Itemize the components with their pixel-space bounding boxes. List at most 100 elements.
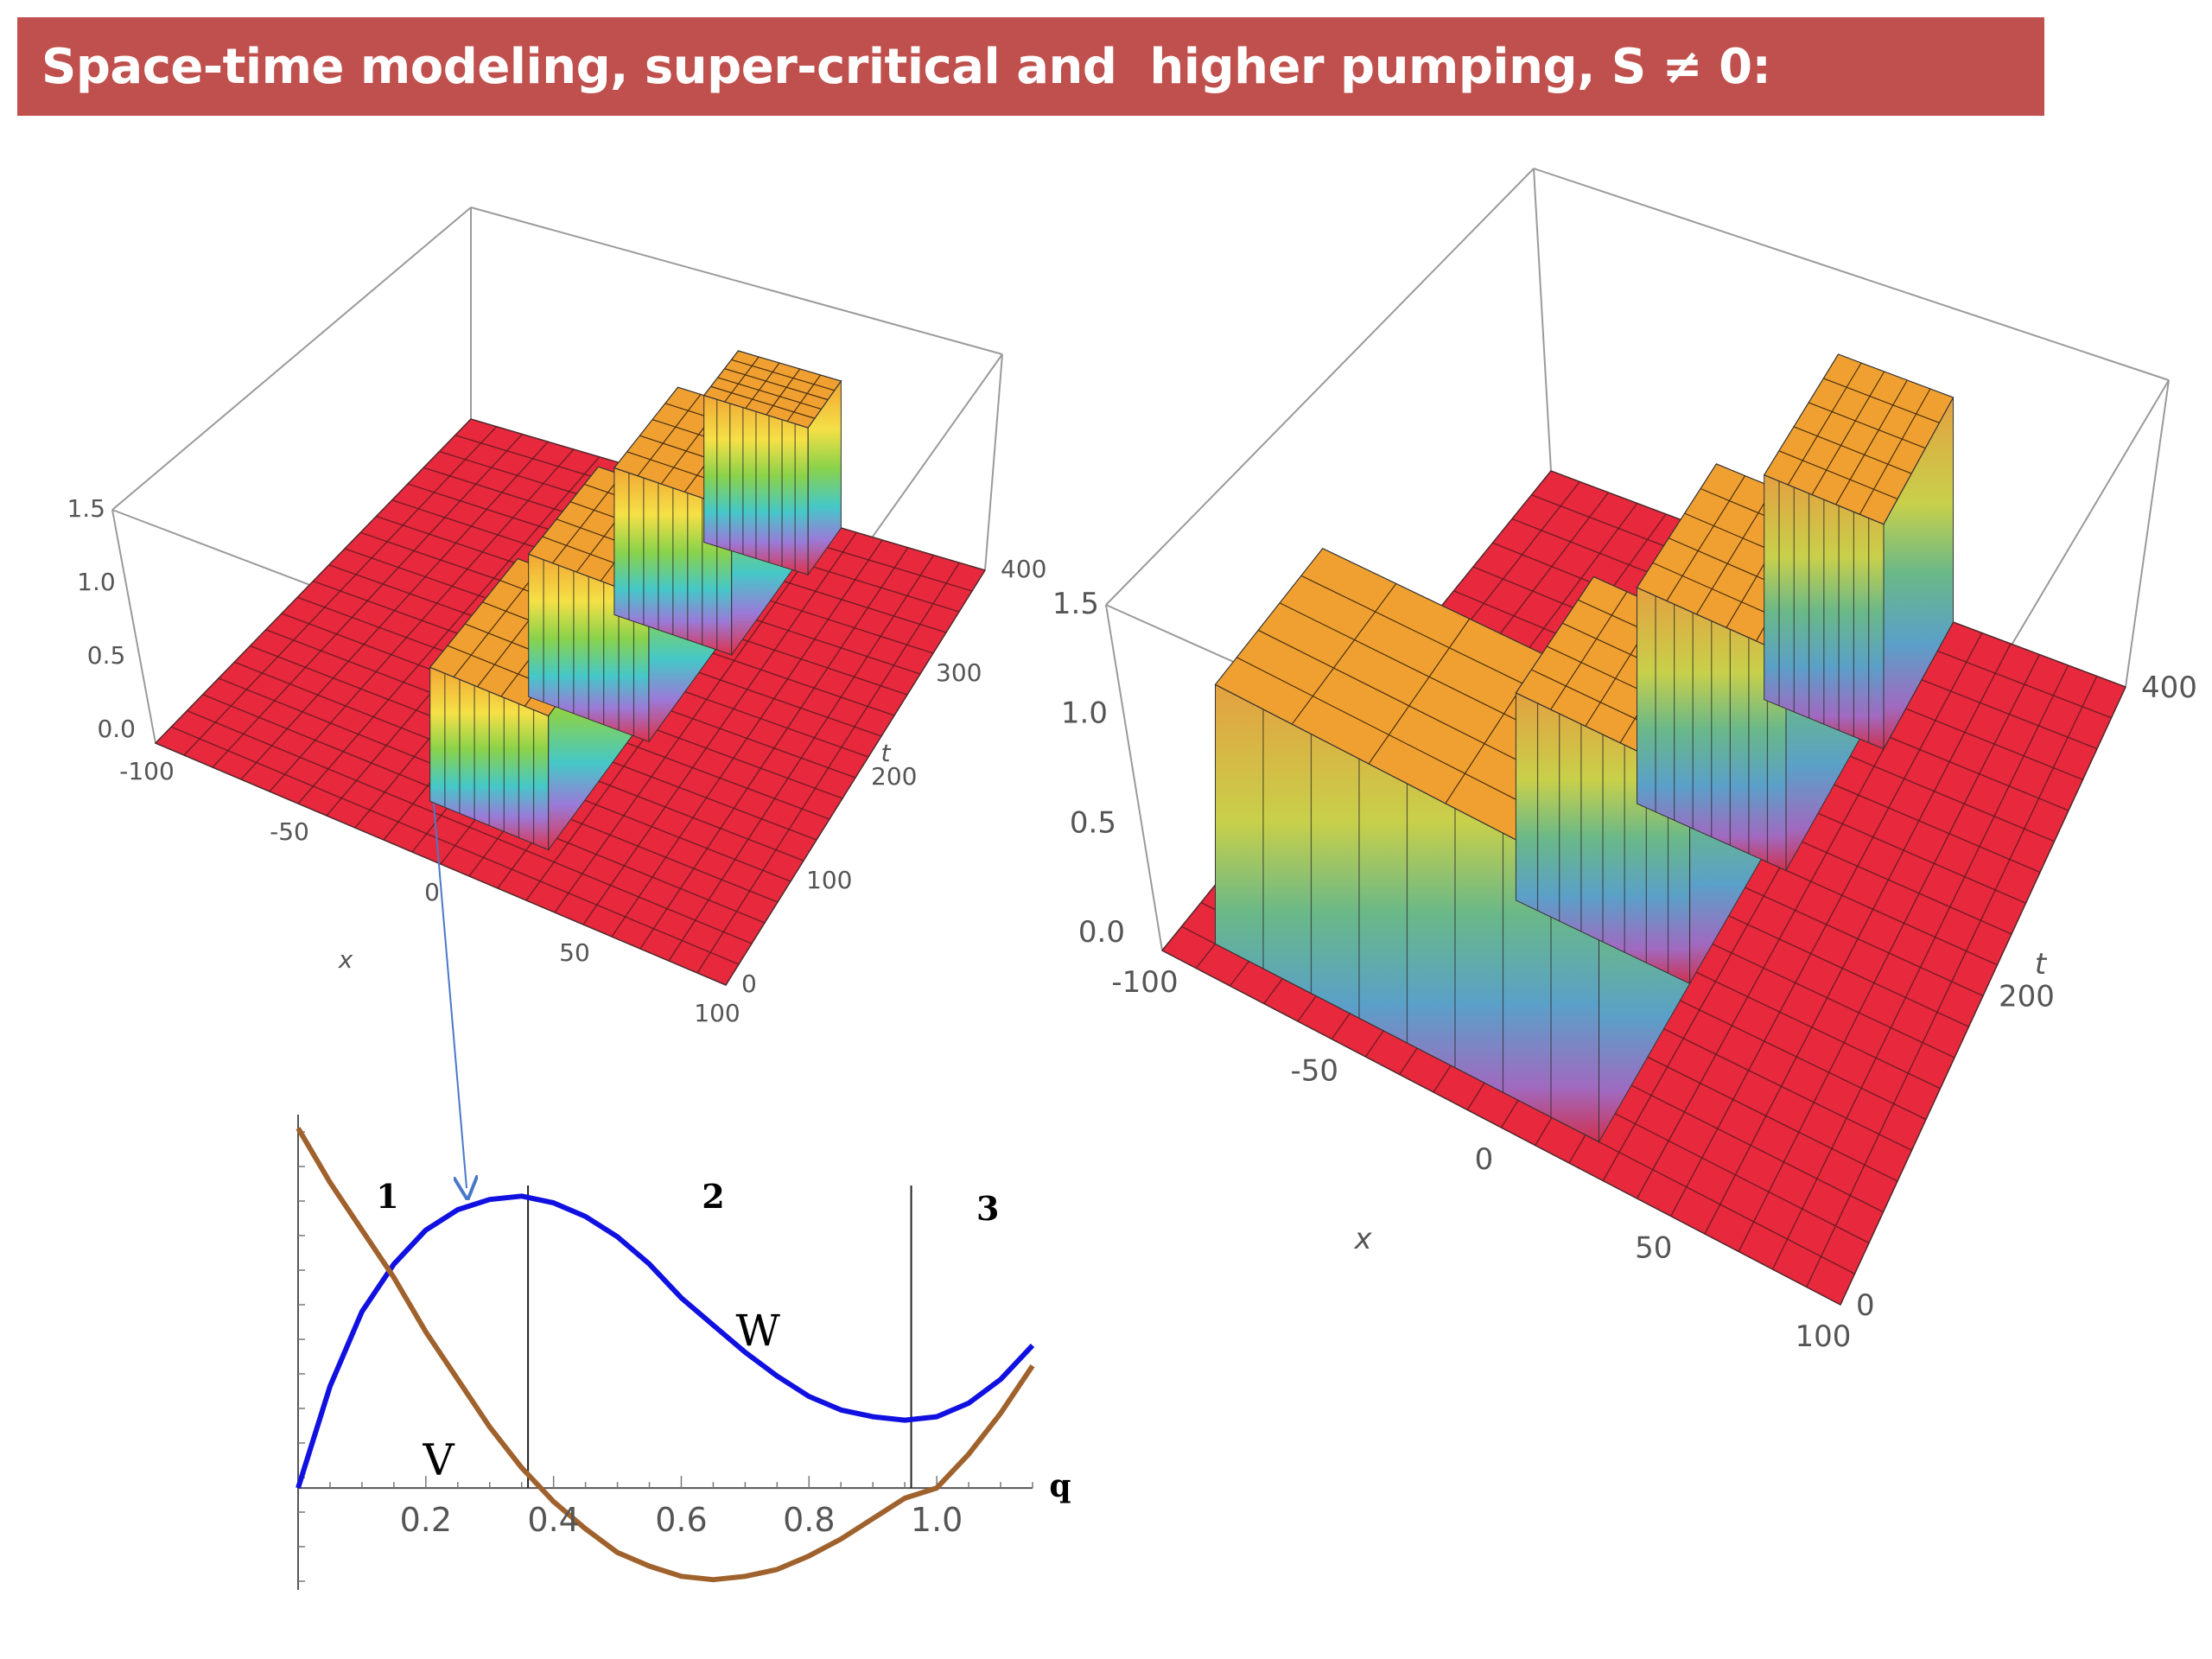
inset-x-axis-label: q: [1049, 1468, 1071, 1504]
t-tick-label: 300: [936, 658, 982, 687]
slide-title-bar: Space-time modeling, super-critical and …: [17, 17, 2044, 116]
x-tick-label: 0: [1475, 1142, 1494, 1177]
z-tick-label: 1.0: [1061, 696, 1108, 731]
box-edge: [2125, 379, 2170, 688]
plateau-grid-line: [766, 368, 801, 416]
x-axis-label: x: [1353, 1222, 1372, 1256]
x-axis-label: x: [338, 945, 353, 974]
box-edge: [1533, 168, 1552, 472]
floor-grid-line: [668, 555, 935, 962]
t-tick-label: 100: [806, 866, 852, 894]
curve-V: [296, 1127, 1035, 1583]
plateau-grid-line: [786, 374, 822, 422]
plateau-grid-line: [717, 377, 822, 410]
plateau-top: [702, 350, 842, 429]
plateau-grid-line: [724, 368, 829, 401]
right-plateau-walls: [1214, 353, 1955, 1144]
floor-grid-line: [639, 547, 909, 950]
t-tick-label: 200: [1999, 980, 2055, 1014]
t-axis-label: t: [881, 739, 892, 767]
z-tick-label: 0.0: [1078, 915, 1125, 950]
box-edge: [111, 509, 156, 744]
floor-grid-line: [611, 539, 883, 938]
z-tick-label: 1.5: [1052, 587, 1099, 621]
x-tick-label: 100: [694, 999, 740, 1027]
inset-axes: [297, 1115, 1033, 1590]
pointer-arrow: [433, 803, 467, 1188]
plateau-grid-line: [1695, 486, 1775, 615]
plateau-grid-line: [1859, 388, 1931, 515]
inset-x-tick-label: 0.4: [527, 1501, 579, 1539]
t-tick-label: 0: [741, 969, 757, 998]
z-tick-label: 1.5: [67, 494, 105, 523]
left-plateau-walls: [429, 350, 842, 852]
curve-W: [296, 1193, 1035, 1489]
floor-grid-line: [1806, 676, 2098, 1287]
x-tick-label: -50: [1290, 1054, 1338, 1089]
floor-grid-line: [1771, 664, 2069, 1270]
plateau-grid-line: [552, 474, 623, 564]
t-tick-label: 400: [2141, 671, 2197, 705]
slide-title: Space-time modeling, super-critical and …: [41, 38, 1771, 95]
curve-label-V: V: [423, 1434, 455, 1484]
plateau-grid-line: [745, 362, 780, 409]
plateau-top: [1763, 353, 1955, 525]
plateau-grid-line: [1808, 402, 1926, 449]
t-tick-label: 400: [1001, 555, 1046, 583]
box-edge: [984, 353, 1003, 571]
box-edge: [470, 207, 1003, 355]
floor-grid-line: [582, 531, 857, 925]
t-tick-label: 0: [1856, 1288, 1875, 1323]
x-tick-label: -100: [119, 757, 175, 785]
floor-grid-line: [1840, 686, 2126, 1306]
right-surface-plot: -100 -50 0 50 100 x 0 200 400 t 0.0 0.5 1.0 1.5: [1052, 168, 2197, 1354]
x-tick-label: 100: [1796, 1319, 1852, 1354]
right-axis-ticks: -100 -50 0 50 100 x 0 200 400 t 0.0 0.5 1.0 1.5: [1052, 587, 2197, 1354]
plateau-grid-line: [637, 394, 702, 477]
floor-grid-line: [554, 524, 832, 913]
floor-grid-line: [1670, 632, 1983, 1217]
inset-labels: 0.2 0.4 0.6 0.8 1.0 q 1 2 3 W V: [376, 1177, 1071, 1539]
x-tick-label: -50: [270, 817, 309, 846]
inset-x-tick-label: 1.0: [911, 1501, 963, 1539]
region-label: 1: [376, 1177, 398, 1216]
z-tick-label: 1.0: [77, 568, 116, 596]
box-edge: [1105, 168, 1535, 606]
floor-grid-line: [725, 569, 986, 986]
floor-grid-line: [1738, 654, 2040, 1252]
t-tick-label: 200: [871, 762, 917, 791]
plateau-grid-line: [1368, 618, 1471, 765]
x-tick-label: 50: [559, 938, 590, 967]
t-axis-label: t: [2035, 947, 2048, 982]
inset-x-tick-label: 0.6: [655, 1501, 707, 1539]
x-tick-label: 0: [424, 878, 440, 906]
inset-plot: 0.2 0.4 0.6 0.8 1.0 q 1 2 3 W V: [296, 1115, 1071, 1590]
floor-grid-line: [696, 562, 960, 974]
plateau-grid-line: [1550, 591, 1628, 710]
plateau-grid-line: [1835, 379, 1908, 505]
plateau-grid-line: [1787, 362, 1862, 486]
plateau-grid-line: [453, 567, 542, 677]
floor-grid-line: [1704, 643, 2012, 1235]
box-edge: [1533, 168, 2170, 381]
plateau-grid-line: [1823, 378, 1940, 423]
plateau-grid-line: [1793, 426, 1912, 474]
plateau-grid-line: [1666, 475, 1746, 601]
region-label: 3: [976, 1189, 999, 1228]
inset-x-tick-label: 0.2: [400, 1501, 452, 1539]
plateau-grid-line: [710, 385, 816, 419]
box-edge: [1105, 604, 1163, 951]
x-tick-label: 50: [1635, 1231, 1672, 1266]
plateau-grid-line: [1778, 450, 1898, 499]
region-label: 2: [702, 1177, 724, 1216]
z-tick-label: 0.5: [1070, 805, 1116, 840]
plateau-grid-line: [1811, 371, 1885, 495]
plateau-grid-line: [731, 359, 835, 391]
x-tick-label: -100: [1111, 965, 1178, 1000]
plateau-grid-line: [724, 356, 760, 403]
z-tick-label: 0.5: [87, 641, 126, 670]
plateau-grid-line: [1291, 583, 1397, 725]
